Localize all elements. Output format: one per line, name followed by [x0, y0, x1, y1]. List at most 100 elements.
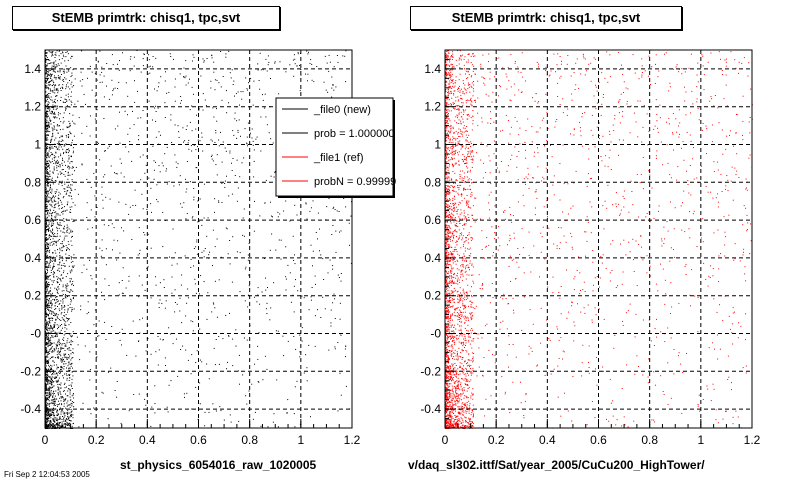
data-point	[54, 399, 56, 401]
data-point	[71, 284, 73, 286]
data-point	[61, 365, 63, 367]
data-point	[68, 291, 70, 293]
data-point	[71, 145, 72, 146]
data-point	[60, 366, 62, 368]
data-point	[71, 206, 73, 208]
data-point	[447, 413, 449, 415]
data-point	[45, 336, 47, 338]
data-point	[452, 376, 454, 378]
data-point	[454, 249, 456, 251]
data-point	[62, 117, 64, 119]
data-point	[466, 380, 468, 382]
data-point	[46, 392, 48, 394]
data-point	[94, 216, 96, 218]
data-point	[450, 324, 452, 326]
data-point	[471, 129, 473, 131]
data-point	[47, 409, 49, 411]
data-point	[46, 146, 48, 148]
data-point	[452, 347, 454, 349]
data-point	[104, 321, 106, 323]
data-point	[448, 402, 450, 404]
data-point	[448, 264, 450, 265]
data-point	[60, 146, 62, 148]
data-point	[54, 211, 56, 213]
data-point	[222, 76, 224, 77]
data-point	[59, 142, 61, 144]
data-point	[61, 135, 63, 137]
data-point	[114, 390, 116, 391]
data-point	[55, 161, 57, 163]
data-point	[193, 199, 195, 201]
y-tick-label: -0.4	[20, 402, 41, 416]
data-point	[213, 71, 215, 73]
data-point	[148, 177, 150, 179]
data-point	[164, 307, 166, 309]
data-point	[446, 278, 448, 280]
data-point	[156, 184, 158, 186]
data-point	[68, 136, 70, 138]
data-point	[47, 336, 49, 338]
data-point	[51, 90, 53, 92]
data-point	[45, 149, 47, 151]
data-point	[68, 155, 70, 157]
data-point	[45, 174, 47, 176]
data-point	[63, 68, 65, 70]
data-point	[45, 143, 47, 145]
data-point	[48, 221, 50, 223]
data-point	[50, 383, 52, 385]
data-point	[181, 206, 183, 208]
data-point	[446, 260, 448, 262]
data-point	[115, 173, 117, 174]
data-point	[63, 359, 64, 360]
data-point	[47, 71, 49, 73]
data-point	[45, 343, 47, 345]
data-point	[52, 258, 54, 260]
data-point	[47, 101, 49, 103]
data-point	[47, 74, 49, 76]
data-point	[53, 411, 55, 413]
data-point	[46, 268, 48, 270]
data-point	[59, 70, 61, 72]
data-point	[446, 340, 448, 342]
data-point	[51, 403, 53, 405]
data-point	[450, 265, 452, 267]
data-point	[466, 390, 468, 392]
data-point	[71, 258, 72, 260]
data-point	[153, 178, 155, 180]
data-point	[252, 140, 254, 142]
data-point	[90, 209, 92, 211]
data-point	[71, 120, 73, 122]
data-point	[96, 79, 98, 81]
data-point	[470, 304, 472, 306]
data-point	[224, 183, 226, 184]
data-point	[446, 233, 448, 235]
data-point	[446, 241, 448, 243]
data-point	[47, 413, 49, 415]
data-point	[142, 58, 144, 60]
data-point	[54, 204, 56, 206]
data-point	[456, 213, 458, 215]
data-point	[328, 197, 330, 199]
data-point	[62, 169, 64, 170]
data-point	[58, 204, 60, 206]
data-point	[59, 261, 61, 263]
data-point	[67, 423, 69, 425]
data-point	[332, 268, 334, 270]
data-point	[322, 296, 324, 298]
data-point	[52, 224, 54, 226]
data-point	[52, 426, 54, 428]
data-point	[57, 176, 58, 178]
data-point	[471, 75, 473, 77]
data-point	[47, 398, 48, 399]
data-point	[52, 70, 54, 72]
data-point	[238, 420, 240, 422]
data-point	[47, 129, 49, 131]
data-point	[453, 374, 455, 376]
data-point	[61, 241, 63, 243]
data-point	[55, 348, 57, 350]
data-point	[47, 338, 49, 340]
data-point	[311, 287, 313, 288]
data-point	[333, 66, 335, 68]
data-point	[51, 153, 53, 155]
data-point	[72, 341, 74, 343]
